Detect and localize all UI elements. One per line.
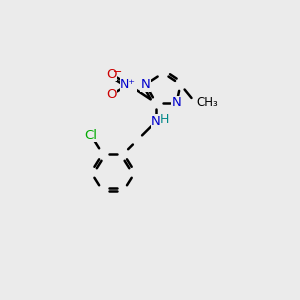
Text: N: N: [151, 115, 161, 128]
Text: CH₃: CH₃: [197, 97, 218, 110]
Text: −: −: [112, 67, 122, 77]
Text: H: H: [160, 113, 170, 126]
Text: N⁺: N⁺: [120, 78, 136, 91]
Text: N: N: [172, 97, 182, 110]
Text: O: O: [106, 88, 117, 101]
Text: Cl: Cl: [85, 129, 98, 142]
Text: N: N: [141, 78, 151, 91]
Text: O: O: [106, 68, 117, 81]
